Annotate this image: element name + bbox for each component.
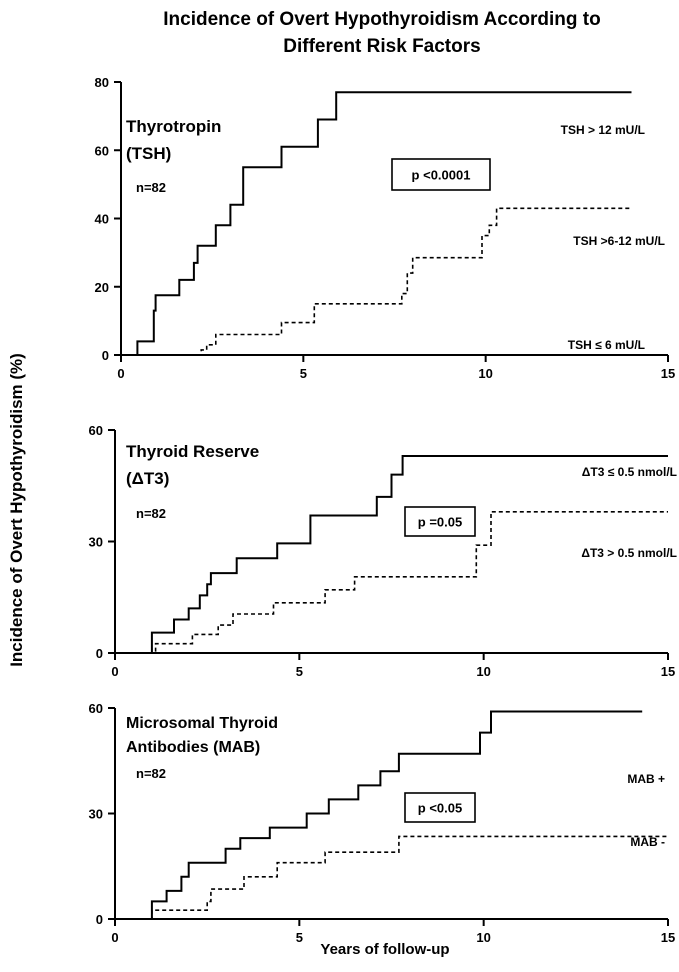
series-label: TSH > 12 mU/L (561, 123, 645, 137)
series-line-1 (121, 91, 632, 356)
y-tick-label: 60 (89, 701, 103, 716)
panel-title-line: (TSH) (126, 144, 171, 163)
x-tick-label: 10 (478, 366, 492, 381)
panels: 0 20 40 60 80 0 5 10 15 Thyrotropin (TSH) n=82 p <0.… (89, 75, 677, 945)
series-label: MAB - (630, 835, 665, 849)
x-tick-label: 0 (117, 366, 124, 381)
series-label: MAB + (627, 772, 665, 786)
series-label: TSH ≤ 6 mU/L (568, 338, 645, 352)
series-line-2 (115, 511, 668, 654)
x-tick-label: 10 (476, 930, 490, 945)
sample-size-label: n=82 (136, 506, 166, 521)
panel-title-line: (ΔT3) (126, 469, 169, 488)
series-line-1 (115, 455, 668, 654)
y-tick-label: 0 (96, 912, 103, 927)
y-tick-label: 60 (95, 143, 109, 158)
panel-title-line: Thyrotropin (126, 117, 221, 136)
y-tick-label: 0 (96, 646, 103, 661)
x-tick-label: 15 (661, 930, 675, 945)
x-tick-label: 10 (476, 664, 490, 679)
panel-title-line: Antibodies (MAB) (126, 739, 260, 756)
figure-title-line-1: Incidence of Overt Hypothyroidism Accord… (163, 9, 600, 30)
y-tick-label: 0 (102, 348, 109, 363)
panel-title-line: Thyroid Reserve (126, 442, 259, 461)
series-line-2 (121, 207, 632, 356)
p-value-label: p <0.0001 (412, 168, 471, 183)
sample-size-label: n=82 (136, 180, 166, 195)
x-tick-label: 5 (296, 930, 303, 945)
panel-2: 0 30 60 0 5 10 15 Thyroid Reserve (ΔT3) n=82 p =0.… (89, 423, 677, 679)
x-tick-label: 0 (111, 664, 118, 679)
y-tick-label: 30 (89, 807, 103, 822)
x-tick-label: 5 (296, 664, 303, 679)
p-value-box (391, 158, 491, 191)
y-tick-label: 60 (89, 423, 103, 438)
sample-size-label: n=82 (136, 766, 166, 781)
y-tick-label: 30 (89, 535, 103, 550)
p-value-label: p =0.05 (418, 515, 462, 530)
x-tick-label: 15 (661, 366, 675, 381)
x-tick-label: 15 (661, 664, 675, 679)
y-tick-label: 40 (95, 212, 109, 227)
panel-1: 0 20 40 60 80 0 5 10 15 Thyrotropin (TSH) n=82 p <0.… (95, 75, 676, 381)
p-value-label: p <0.05 (418, 801, 462, 816)
figure-x-axis-label: Years of follow-up (320, 941, 449, 958)
p-value-box (404, 792, 476, 823)
p-value-box (404, 506, 476, 537)
series-label: ΔT3 ≤ 0.5 nmol/L (582, 465, 677, 479)
figure-title-line-2: Different Risk Factors (283, 36, 480, 57)
series-line-2 (115, 835, 668, 920)
figure-y-axis-label: Incidence of Overt Hypothyroidism (%) (7, 353, 26, 667)
panel-title-line: Microsomal Thyroid (126, 715, 278, 732)
series-line-1 (115, 710, 643, 920)
series-label: TSH >6-12 mU/L (573, 234, 665, 248)
x-tick-label: 5 (300, 366, 307, 381)
x-tick-label: 0 (111, 930, 118, 945)
y-tick-label: 20 (95, 280, 109, 295)
series-label: ΔT3 > 0.5 nmol/L (581, 546, 677, 560)
y-tick-label: 80 (95, 75, 109, 90)
panel-3: 0 30 60 0 5 10 15 Microsomal Thyroid Antibodies … (89, 701, 676, 945)
